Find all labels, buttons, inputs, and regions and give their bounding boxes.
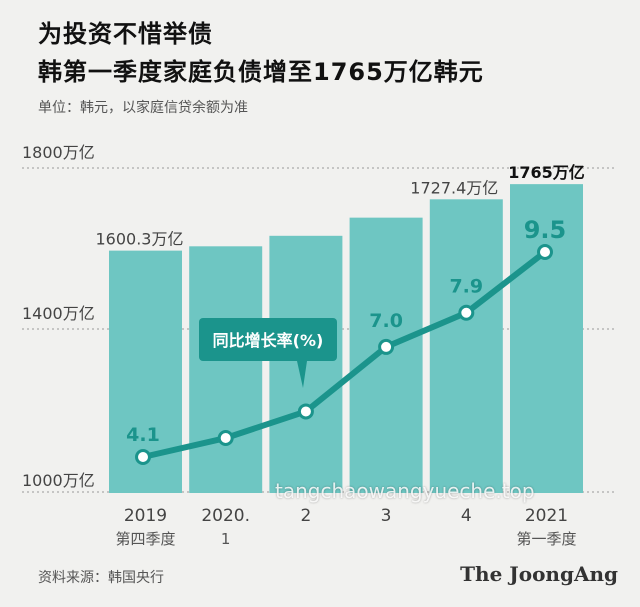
series-label-pointer [297, 361, 307, 388]
growth-value-label: 4.1 [126, 424, 160, 446]
y-tick-label: 1800万亿 [22, 143, 95, 162]
bar-6 [510, 184, 583, 493]
bar-value-label: 1600.3万亿 [96, 230, 184, 249]
title-line-2: 韩第一季度家庭负债增至1765万亿韩元 [38, 58, 484, 86]
y-tick-label: 1400万亿 [22, 304, 95, 323]
y-tick-label: 1000万亿 [22, 471, 95, 490]
x-tick-label: 4 [461, 506, 472, 526]
growth-point-3 [297, 403, 314, 420]
unit-note: 单位：韩元，以家庭信贷余额为准 [38, 100, 248, 116]
series-label: 同比增长率(%) [213, 331, 324, 350]
x-tick-label: 2021 [525, 506, 568, 526]
publisher-logo: The JoongAng [460, 562, 618, 586]
bar-4 [349, 217, 423, 493]
source-note: 资料来源：韩国央行 [38, 570, 164, 586]
bar-2 [189, 246, 263, 493]
bar-value-label: 1727.4万亿 [410, 178, 498, 197]
x-tick-sublabel: 第四季度 [115, 530, 175, 548]
series-label-box [199, 318, 337, 361]
bar-5 [429, 199, 503, 493]
growth-point-5 [458, 304, 475, 321]
x-tick-label: 2 [300, 506, 311, 526]
watermark: tangchaowangyueche.top [275, 479, 535, 503]
growth-value-label: 7.0 [369, 310, 403, 332]
growth-value-label: 9.5 [524, 216, 567, 244]
growth-line [142, 249, 547, 460]
x-tick-sublabel: 1 [221, 530, 231, 548]
x-tick-label: 2020. [201, 506, 250, 526]
growth-point-4 [378, 338, 395, 355]
bar-value-label: 1765万亿 [508, 163, 585, 182]
title-line-1: 为投资不惜举债 [38, 20, 213, 48]
x-tick-label: 2019 [124, 506, 167, 526]
x-tick-sublabel: 第一季度 [516, 530, 576, 548]
growth-point-2 [217, 430, 234, 447]
growth-value-label: 7.9 [449, 276, 483, 298]
x-tick-label: 3 [381, 506, 392, 526]
growth-point-1 [135, 449, 151, 465]
growth-point-6 [537, 244, 553, 260]
